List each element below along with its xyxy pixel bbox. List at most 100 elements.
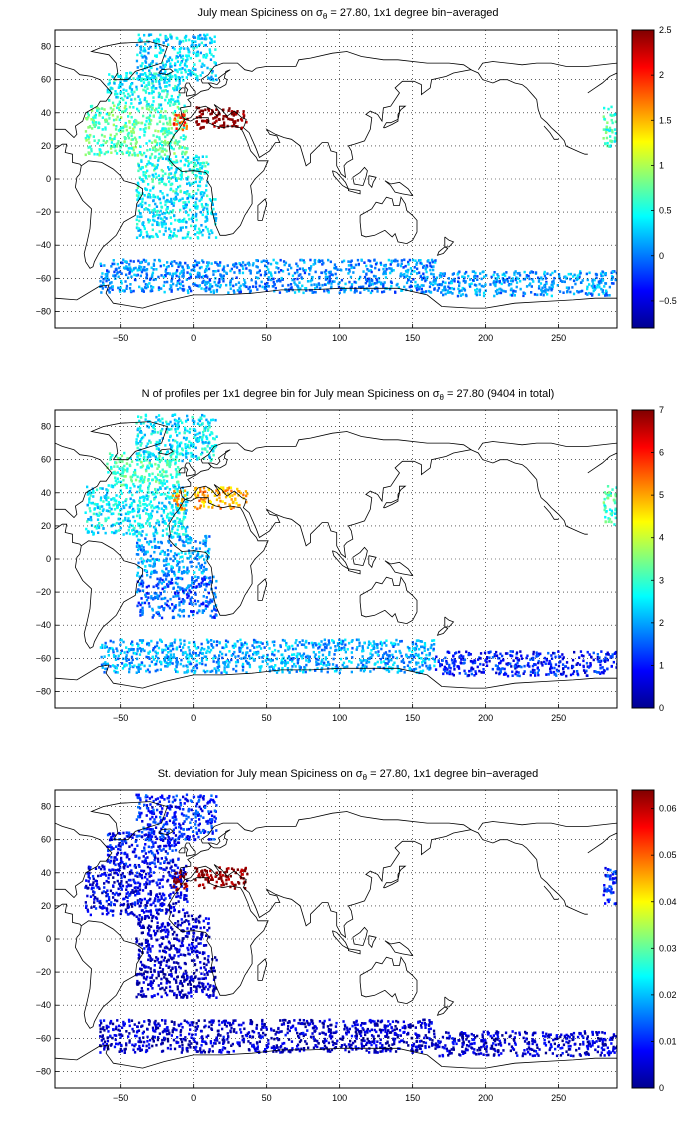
- data-cell: [117, 86, 120, 89]
- data-cell: [569, 277, 572, 281]
- data-cell: [164, 70, 167, 73]
- data-cell: [200, 65, 203, 68]
- data-cell: [202, 486, 206, 490]
- data-cell: [180, 60, 184, 63]
- data-cell: [123, 464, 126, 468]
- data-cell: [195, 192, 198, 195]
- data-cell: [475, 290, 478, 294]
- data-cell: [129, 259, 132, 263]
- data-cell: [138, 76, 141, 80]
- data-cell: [151, 493, 154, 496]
- data-cell: [366, 268, 369, 271]
- data-cell: [529, 282, 532, 285]
- data-cell: [144, 89, 147, 93]
- data-cell: [177, 613, 180, 617]
- data-cell: [209, 648, 213, 652]
- data-cell: [214, 74, 217, 77]
- data-cell: [201, 422, 204, 425]
- data-cell: [104, 126, 107, 129]
- data-cell: [600, 287, 603, 291]
- data-cell: [202, 260, 205, 264]
- data-cell: [139, 64, 142, 68]
- data-cell: [166, 193, 169, 197]
- data-cell: [165, 574, 168, 578]
- data-cell: [194, 433, 197, 437]
- data-cell: [197, 236, 200, 240]
- data-cell: [164, 172, 167, 176]
- data-cell: [350, 263, 353, 267]
- data-cell: [155, 440, 158, 444]
- data-cell: [350, 266, 353, 270]
- data-cell: [415, 286, 418, 290]
- data-cell: [158, 85, 161, 88]
- data-cell: [355, 638, 359, 642]
- data-cell: [400, 262, 403, 265]
- data-cell: [193, 263, 197, 267]
- data-cell: [153, 156, 157, 159]
- data-cell: [591, 286, 595, 290]
- data-cell: [124, 657, 128, 661]
- data-cell: [250, 278, 253, 282]
- data-cell: [367, 269, 370, 273]
- data-cell: [138, 102, 141, 105]
- data-cell: [577, 277, 580, 281]
- data-cell: [513, 294, 516, 297]
- data-cell: [158, 197, 162, 201]
- data-cell: [184, 570, 188, 574]
- data-cell: [182, 124, 186, 127]
- data-cell: [155, 232, 158, 236]
- data-cell: [114, 658, 118, 661]
- data-cell: [139, 496, 142, 500]
- data-cell: [133, 136, 137, 140]
- data-cell: [165, 74, 168, 77]
- data-cell: [194, 203, 198, 206]
- data-cell: [105, 509, 108, 512]
- data-cell: [203, 191, 206, 195]
- data-cell: [176, 560, 179, 563]
- data-cell: [267, 262, 270, 265]
- data-cell: [182, 664, 185, 668]
- data-cell: [545, 282, 548, 285]
- data-cell: [103, 152, 106, 156]
- data-cell: [219, 274, 222, 277]
- data-cell: [116, 471, 119, 474]
- data-cell: [319, 643, 322, 647]
- data-cell: [148, 114, 152, 117]
- data-cell: [182, 489, 185, 493]
- data-cell: [108, 90, 111, 94]
- data-cell: [137, 522, 140, 526]
- data-cell: [144, 283, 147, 286]
- data-cell: [146, 466, 149, 469]
- data-cell: [201, 213, 204, 217]
- data-cell: [136, 186, 139, 189]
- data-cell: [174, 218, 177, 222]
- data-cell: [89, 133, 92, 137]
- data-cell: [597, 280, 600, 283]
- data-cell: [200, 563, 203, 567]
- data-cell: [514, 278, 517, 282]
- data-cell: [149, 289, 152, 293]
- data-cell: [164, 98, 167, 102]
- data-cell: [182, 118, 186, 121]
- data-cell: [181, 226, 184, 229]
- data-cell: [367, 289, 370, 292]
- data-cell: [197, 261, 201, 264]
- data-cell: [601, 278, 605, 282]
- data-cell: [461, 286, 464, 290]
- data-cell: [217, 661, 220, 664]
- data-cell: [179, 226, 182, 230]
- data-cell: [173, 118, 176, 122]
- data-cell: [140, 204, 143, 207]
- data-cell: [160, 129, 163, 133]
- data-cell: [152, 262, 155, 266]
- data-cell: [201, 430, 205, 434]
- data-cell: [397, 668, 400, 671]
- data-cell: [317, 658, 320, 662]
- data-cell: [403, 666, 406, 669]
- data-cell: [155, 54, 158, 57]
- data-cell: [291, 278, 294, 282]
- data-cell: [494, 284, 497, 288]
- data-cell: [181, 275, 184, 278]
- data-cell: [161, 517, 165, 521]
- data-cell: [553, 276, 556, 280]
